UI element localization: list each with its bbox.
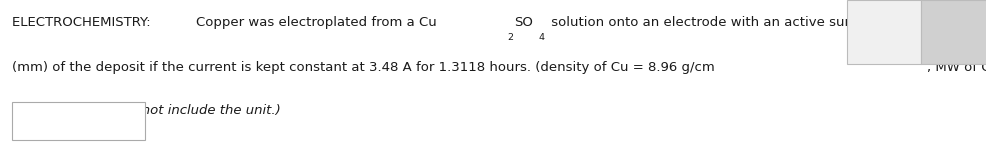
FancyBboxPatch shape	[12, 102, 145, 140]
Text: 3: 3	[918, 47, 924, 56]
Text: (mm) of the deposit if the current is kept constant at 3.48 A for 1.3118 hours. : (mm) of the deposit if the current is ke…	[12, 61, 714, 75]
FancyBboxPatch shape	[846, 0, 920, 64]
Text: SO: SO	[514, 16, 532, 29]
Text: 1 point: 1 point	[865, 27, 901, 37]
Text: Copper was electroplated from a Cu: Copper was electroplated from a Cu	[196, 16, 437, 29]
FancyBboxPatch shape	[920, 0, 986, 64]
Text: Edit/Delete: Edit/Delete	[924, 27, 982, 37]
Text: ELECTROCHEMISTRY:: ELECTROCHEMISTRY:	[12, 16, 155, 29]
Text: decimal places. Do not include the unit.): decimal places. Do not include the unit.…	[12, 104, 280, 117]
Text: , MW of Cu = 63.55 g/mol).: , MW of Cu = 63.55 g/mol).	[926, 61, 986, 75]
Text: 4: 4	[538, 33, 544, 42]
Text: 2: 2	[507, 33, 513, 42]
Text: solution onto an electrode with an active surface area of 6.49 cm: solution onto an electrode with an activ…	[546, 16, 986, 29]
